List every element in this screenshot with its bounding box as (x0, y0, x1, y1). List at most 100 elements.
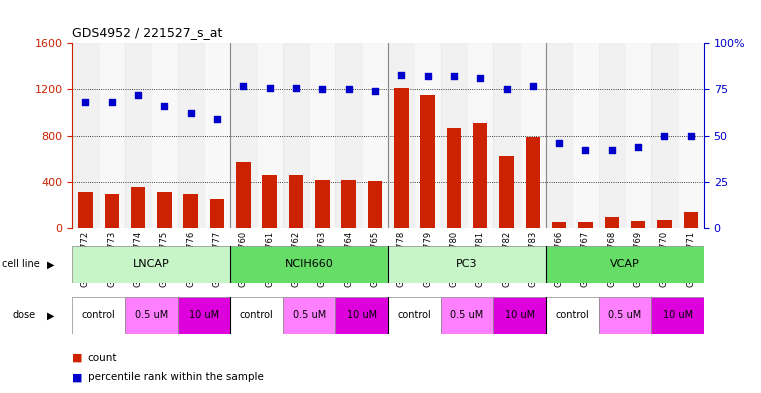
Bar (552, 222, 566, 228)
Text: ▶: ▶ (47, 259, 55, 269)
Text: control: control (556, 310, 589, 320)
Bar (361, 43, 388, 228)
Bar (283, 297, 336, 334)
Point (106, 99, 118, 105)
Point (132, 92, 144, 98)
Text: dose: dose (12, 310, 35, 320)
Text: 0.5 uM: 0.5 uM (292, 310, 326, 320)
Text: cell line: cell line (2, 259, 40, 269)
Bar (447, 127, 461, 228)
Point (474, 75, 486, 81)
Text: 0.5 uM: 0.5 uM (608, 310, 642, 320)
Point (501, 86, 513, 93)
Bar (368, 181, 382, 228)
Bar (572, 43, 599, 228)
Bar (599, 43, 625, 228)
Bar (231, 43, 256, 228)
Bar (125, 43, 151, 228)
Bar (204, 43, 231, 228)
Bar (125, 297, 177, 334)
Bar (236, 162, 250, 228)
Point (632, 143, 645, 150)
Point (185, 110, 197, 117)
Bar (631, 221, 645, 228)
Bar (231, 297, 283, 334)
Bar (415, 43, 441, 228)
Bar (420, 95, 435, 228)
Point (422, 73, 434, 80)
Bar (288, 175, 303, 228)
Text: LNCAP: LNCAP (133, 259, 170, 269)
Bar (309, 43, 336, 228)
Text: 10 uM: 10 uM (347, 310, 377, 320)
Text: 0.5 uM: 0.5 uM (135, 310, 168, 320)
Text: ■: ■ (72, 353, 83, 363)
Bar (546, 43, 572, 228)
Bar (256, 43, 283, 228)
Text: 0.5 uM: 0.5 uM (451, 310, 484, 320)
Bar (183, 195, 198, 228)
Bar (546, 297, 599, 334)
Bar (104, 194, 119, 228)
Text: ■: ■ (72, 372, 83, 382)
Point (579, 147, 591, 154)
Text: VCAP: VCAP (610, 259, 640, 269)
Point (658, 132, 670, 139)
Point (263, 84, 275, 91)
Point (369, 88, 381, 94)
Bar (388, 297, 441, 334)
Text: 10 uM: 10 uM (505, 310, 535, 320)
Text: control: control (81, 310, 116, 320)
Point (606, 147, 618, 154)
Bar (651, 297, 704, 334)
Bar (578, 222, 593, 228)
Point (685, 132, 697, 139)
Text: ▶: ▶ (47, 310, 55, 320)
Bar (388, 246, 546, 283)
Point (317, 86, 329, 93)
Bar (177, 297, 230, 334)
Bar (99, 43, 125, 228)
Point (342, 86, 355, 93)
Point (237, 83, 250, 89)
Bar (683, 212, 698, 228)
Bar (599, 297, 651, 334)
Text: control: control (397, 310, 431, 320)
Bar (526, 137, 540, 228)
Point (290, 84, 302, 91)
Point (158, 103, 170, 109)
Bar (499, 156, 514, 228)
Bar (210, 199, 224, 228)
Bar (158, 192, 172, 228)
Text: PC3: PC3 (457, 259, 478, 269)
Bar (493, 297, 546, 334)
Bar (520, 43, 546, 228)
Text: GDS4952 / 221527_s_at: GDS4952 / 221527_s_at (72, 26, 223, 39)
Bar (394, 88, 409, 228)
Text: NCIH660: NCIH660 (285, 259, 333, 269)
Bar (625, 43, 651, 228)
Point (211, 116, 223, 122)
Bar (441, 297, 493, 334)
Bar (441, 43, 467, 228)
Text: control: control (240, 310, 273, 320)
Bar (263, 175, 277, 228)
Point (447, 73, 460, 80)
Bar (72, 297, 125, 334)
Bar (467, 43, 493, 228)
Text: 10 uM: 10 uM (189, 310, 219, 320)
Point (553, 140, 565, 146)
Bar (231, 246, 388, 283)
Bar (342, 180, 356, 228)
Text: 10 uM: 10 uM (663, 310, 693, 320)
Bar (72, 246, 231, 283)
Text: count: count (88, 353, 117, 363)
Bar (546, 246, 704, 283)
Point (527, 83, 539, 89)
Bar (151, 43, 177, 228)
Bar (315, 180, 330, 228)
Bar (131, 187, 145, 228)
Bar (493, 43, 520, 228)
Bar (658, 220, 672, 228)
Bar (283, 43, 309, 228)
